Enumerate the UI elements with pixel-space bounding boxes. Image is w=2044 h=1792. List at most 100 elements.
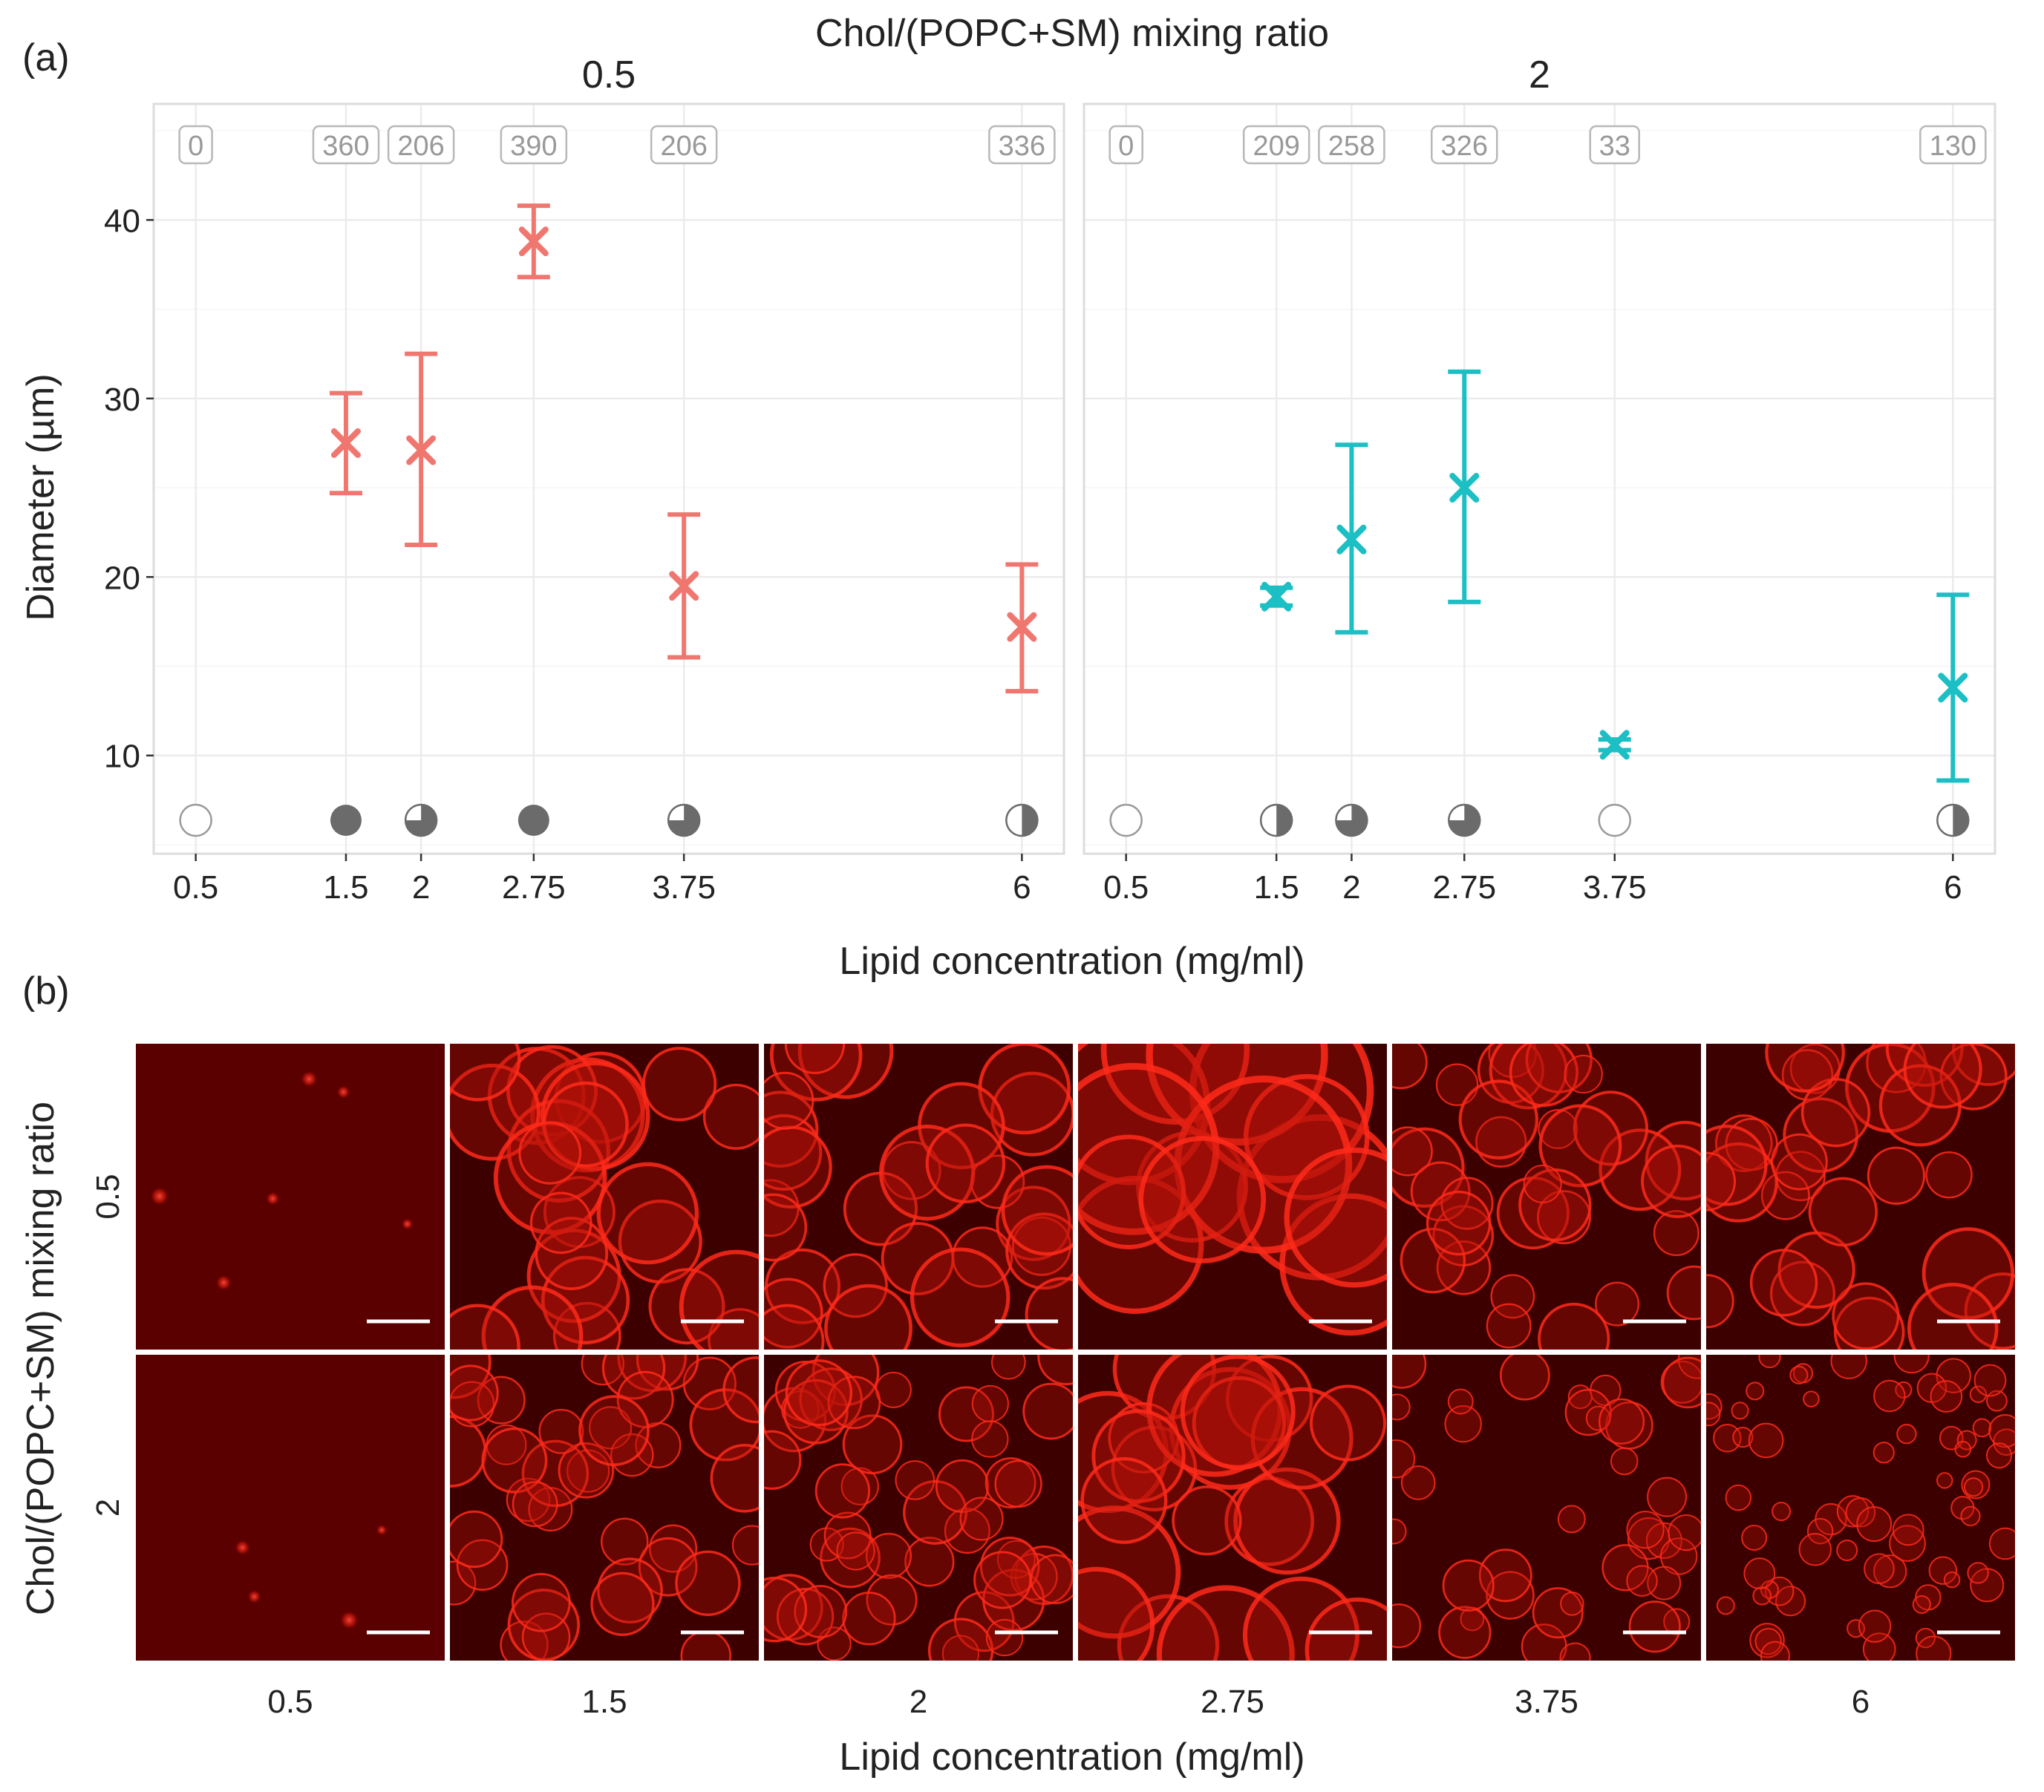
y-axis-title: Diameter (µm) bbox=[19, 373, 62, 621]
count-value: 206 bbox=[397, 131, 444, 162]
y-tick-label: 30 bbox=[104, 382, 140, 418]
vesicle bbox=[541, 1255, 630, 1345]
vesicle bbox=[1392, 1044, 1428, 1090]
count-label: 336 bbox=[988, 125, 1056, 165]
mean-point-stroke bbox=[406, 435, 437, 465]
fill-symbol bbox=[404, 803, 438, 837]
micrograph-background bbox=[136, 1355, 445, 1661]
vesicle bbox=[783, 1379, 849, 1445]
vesicle bbox=[616, 1370, 674, 1428]
vesicle bbox=[1858, 1609, 1892, 1643]
count-value: 258 bbox=[1328, 131, 1375, 162]
vesicle bbox=[1509, 1044, 1579, 1107]
vesicles bbox=[235, 1524, 388, 1629]
vesicle bbox=[785, 1359, 853, 1427]
count-value: 336 bbox=[999, 131, 1045, 162]
count-box bbox=[1589, 125, 1640, 165]
vesicle bbox=[450, 1510, 503, 1569]
x-tick-label: 6 bbox=[1944, 869, 1962, 906]
micrograph bbox=[764, 1355, 1073, 1661]
vesicle bbox=[1713, 1424, 1742, 1453]
fill-symbol bbox=[1005, 803, 1039, 837]
x-tick-label: 1.5 bbox=[1254, 869, 1299, 906]
vesicle bbox=[1867, 1146, 1926, 1205]
symbol-three-quarter bbox=[668, 805, 700, 836]
vesicle bbox=[1893, 1355, 1930, 1374]
count-box bbox=[178, 125, 213, 165]
column-label: 2.75 bbox=[1201, 1684, 1264, 1720]
vesicle bbox=[1392, 1393, 1411, 1421]
vesicle bbox=[990, 1071, 1073, 1157]
vesicle bbox=[1967, 1562, 1989, 1584]
vesicle bbox=[1037, 1355, 1073, 1386]
vesicle bbox=[1845, 1497, 1876, 1528]
vesicle bbox=[450, 1381, 495, 1428]
vesicle bbox=[518, 1121, 582, 1185]
vesicle bbox=[1907, 1283, 1999, 1350]
vesicle bbox=[1025, 1277, 1073, 1350]
facet-0: 0.5 0.5 1.5 2 2.75 3.75 6 10 20 30 40 0 360 206 390 206… bbox=[104, 53, 1065, 906]
vesicle bbox=[1138, 1136, 1267, 1263]
vesicle bbox=[1447, 1388, 1474, 1415]
vesicle bbox=[895, 1460, 936, 1500]
vesicle bbox=[1392, 1127, 1465, 1208]
vesicle bbox=[814, 1463, 870, 1519]
vesicles bbox=[450, 1044, 759, 1350]
vesicle bbox=[450, 1560, 477, 1606]
symbol-full bbox=[517, 805, 549, 836]
mean-point bbox=[1938, 673, 1968, 703]
vesicle bbox=[797, 1044, 894, 1099]
vesicle bbox=[1928, 1556, 1958, 1585]
vesicle bbox=[150, 1187, 169, 1206]
vesicle bbox=[1653, 1210, 1699, 1257]
vesicle bbox=[450, 1355, 492, 1399]
vesicle bbox=[1716, 1596, 1735, 1615]
vesicle bbox=[1765, 1044, 1845, 1093]
vesicle bbox=[1760, 1171, 1810, 1220]
x-tick-label: 3.75 bbox=[652, 869, 716, 906]
vesicle bbox=[1309, 1384, 1387, 1462]
symbol-full bbox=[330, 805, 362, 836]
vesicle bbox=[1662, 1356, 1701, 1409]
vesicle bbox=[944, 1508, 990, 1554]
vesicle bbox=[689, 1388, 759, 1462]
mean-point-stroke bbox=[1599, 730, 1630, 760]
micrograph bbox=[136, 1355, 445, 1661]
vesicle bbox=[1438, 1606, 1492, 1659]
micrograph bbox=[1078, 1355, 1387, 1661]
row-label: 2 bbox=[90, 1499, 126, 1517]
vesicle bbox=[235, 1540, 250, 1555]
micrograph bbox=[1392, 1355, 1701, 1661]
vesicle bbox=[1752, 1586, 1772, 1606]
vesicle bbox=[990, 1355, 1026, 1380]
x-tick-label: 2 bbox=[412, 869, 430, 906]
symbol-three-quarter bbox=[405, 805, 437, 836]
vesicle bbox=[1960, 1505, 1981, 1527]
vesicle bbox=[985, 1618, 1024, 1657]
vesicle bbox=[1836, 1495, 1870, 1528]
x-tick-label: 2 bbox=[1342, 869, 1360, 906]
vesicles bbox=[1078, 1355, 1387, 1661]
count-value: 326 bbox=[1441, 131, 1488, 162]
vesicle bbox=[764, 1304, 825, 1350]
fill-symbol bbox=[1936, 803, 1970, 837]
vesicle bbox=[1808, 1177, 1878, 1247]
vesicle bbox=[1458, 1079, 1539, 1160]
column-label: 3.75 bbox=[1515, 1684, 1578, 1720]
vesicle bbox=[216, 1275, 232, 1291]
vesicle bbox=[973, 1551, 1032, 1609]
vesicle bbox=[1537, 1190, 1591, 1245]
vesicle bbox=[1486, 1571, 1535, 1620]
count-label: 209 bbox=[1242, 125, 1310, 165]
count-label: 326 bbox=[1431, 125, 1498, 165]
vesicle bbox=[450, 1364, 499, 1422]
vesicle bbox=[679, 1249, 759, 1350]
mean-point-stroke bbox=[518, 226, 549, 257]
vesicle bbox=[1284, 1147, 1387, 1288]
vesicle bbox=[794, 1585, 848, 1638]
micrograph-background bbox=[764, 1355, 1073, 1661]
vesicle bbox=[1585, 1405, 1611, 1431]
count-label: 390 bbox=[500, 125, 568, 165]
mean-point bbox=[406, 435, 437, 465]
vesicle bbox=[971, 1420, 1009, 1458]
